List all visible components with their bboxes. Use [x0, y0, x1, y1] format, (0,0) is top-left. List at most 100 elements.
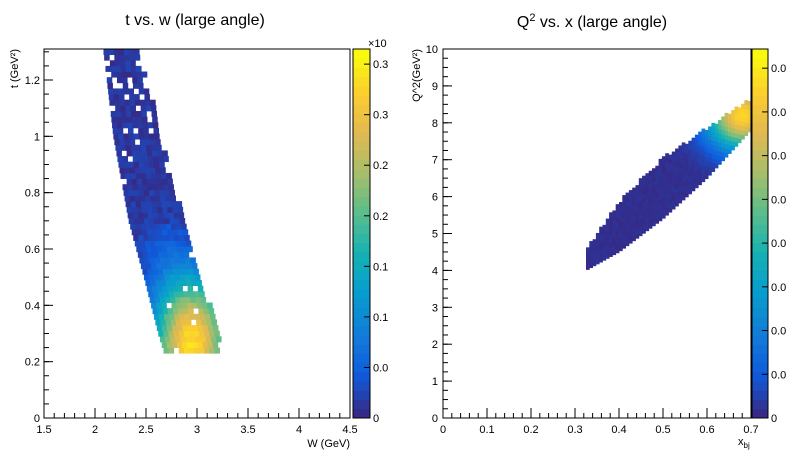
heatmap-cell [134, 94, 140, 101]
heatmap-cell [167, 178, 173, 185]
heatmap-cell [156, 201, 162, 208]
heatmap-cell [176, 302, 183, 309]
heatmap-cell [665, 184, 669, 190]
heatmap-cell [645, 186, 650, 192]
heatmap-cell [197, 285, 204, 292]
heatmap-cell [747, 123, 752, 128]
colorbar-segment [752, 325, 768, 336]
heatmap-cell [151, 201, 157, 208]
heatmap-cell [701, 150, 706, 156]
heatmap-cell [612, 241, 617, 247]
heatmap-cell [708, 130, 712, 136]
colorbar-segment [752, 159, 768, 170]
heatmap-cell [139, 240, 146, 247]
heatmap-cell [155, 319, 161, 326]
panel-t-vs-w: t vs. w (large angle) 1.5 2 2.5 3 3.5 4 4.5 00… [9, 12, 388, 450]
heatmap-cell [681, 195, 686, 201]
heatmap-cell [147, 150, 153, 157]
heatmap-cell [661, 165, 666, 170]
colorbar-tick-label: 0.0 [771, 326, 786, 338]
heatmap-cell [104, 54, 110, 61]
heatmap-cell [645, 208, 650, 214]
heatmap-cell [599, 239, 603, 245]
heatmap-cell [595, 241, 600, 247]
heatmap-cell [694, 170, 699, 175]
heatmap-cell [628, 194, 633, 200]
heatmap-cell [139, 195, 146, 202]
heatmap-cell [128, 49, 135, 56]
heatmap-cell [165, 336, 171, 343]
heatmap-cell [152, 178, 158, 185]
heatmap-cell [602, 238, 607, 243]
heatmap-cell [635, 202, 640, 208]
heatmap-cell [602, 242, 607, 248]
heatmap-cell [615, 248, 620, 254]
heatmap-cell [109, 99, 115, 106]
heatmap-cell [106, 77, 113, 84]
heatmap-cell [612, 210, 617, 216]
heatmap-cell [119, 54, 125, 61]
heatmap-cell [126, 71, 133, 78]
heatmap-cell [721, 147, 725, 153]
heatmap-cell [179, 313, 185, 320]
colorbar-segment [752, 261, 768, 271]
title-t-vs-w: t vs. w (large angle) [125, 12, 265, 29]
heatmap-cell [205, 336, 212, 343]
heatmap-cell [681, 168, 686, 174]
heatmap-cell [586, 251, 590, 257]
heatmap-cell [632, 205, 636, 211]
heatmap-cell [609, 221, 613, 226]
heatmap-cell [175, 296, 181, 303]
heatmap-cell [198, 308, 204, 315]
heatmap-cell [622, 199, 626, 205]
colorbar-t-vs-w: 0 0.0 0.1 0.1 0.2 0.2 0.3 0.3 [352, 48, 388, 425]
heatmap-cell [188, 268, 194, 275]
heatmap-cell [134, 49, 140, 56]
heatmap-cell [185, 296, 191, 303]
heatmap-cell [704, 143, 709, 149]
heatmap-cell [632, 187, 636, 193]
heatmap-cell [116, 150, 122, 157]
heatmap-cell [214, 330, 220, 337]
colorbar-segment [752, 67, 768, 78]
heatmap-cell [158, 234, 165, 241]
heatmap-cell [123, 189, 130, 196]
heatmap-cell [163, 234, 170, 241]
heatmap-cell [589, 249, 593, 255]
heatmap-cell [615, 244, 620, 249]
heatmap-cell [718, 124, 722, 130]
heatmap-cell [116, 71, 122, 78]
heatmap-cell [747, 109, 752, 115]
heatmap-cell [154, 189, 160, 196]
heatmap-cell [718, 133, 722, 139]
heatmap-cell [173, 291, 180, 298]
heatmap-cell [678, 149, 683, 155]
colorbar-segment [353, 76, 370, 87]
heatmap-cell [177, 341, 183, 348]
heatmap-cell [180, 257, 186, 264]
heatmap-cell [187, 341, 193, 348]
heatmap-cell [209, 330, 215, 337]
heatmap-cell [167, 325, 173, 332]
colorbar-segment [752, 279, 768, 290]
heatmap-cell [698, 144, 702, 150]
heatmap-cell [190, 336, 197, 343]
heatmap-cell [665, 193, 669, 198]
heatmap-cell [183, 291, 190, 298]
heatmap-cell [161, 302, 167, 309]
heatmap-cell [711, 162, 716, 168]
heatmap-cell [711, 144, 716, 150]
heatmap-cell [206, 319, 212, 326]
heatmap-cell [158, 291, 164, 298]
heatmap-cell [661, 178, 666, 184]
colorbar-tick-label: 0.0 [771, 194, 786, 206]
heatmap-cell [704, 152, 709, 157]
heatmap-cell [721, 129, 725, 135]
colorbar-segment [353, 242, 370, 253]
colorbar-tick-label: 0.3 [373, 59, 388, 71]
heatmap-cell [158, 330, 164, 337]
heatmap-cell [183, 268, 189, 275]
heatmap-cell [645, 182, 650, 187]
heatmap-cell [622, 226, 626, 231]
heatmap-cell [180, 319, 187, 326]
